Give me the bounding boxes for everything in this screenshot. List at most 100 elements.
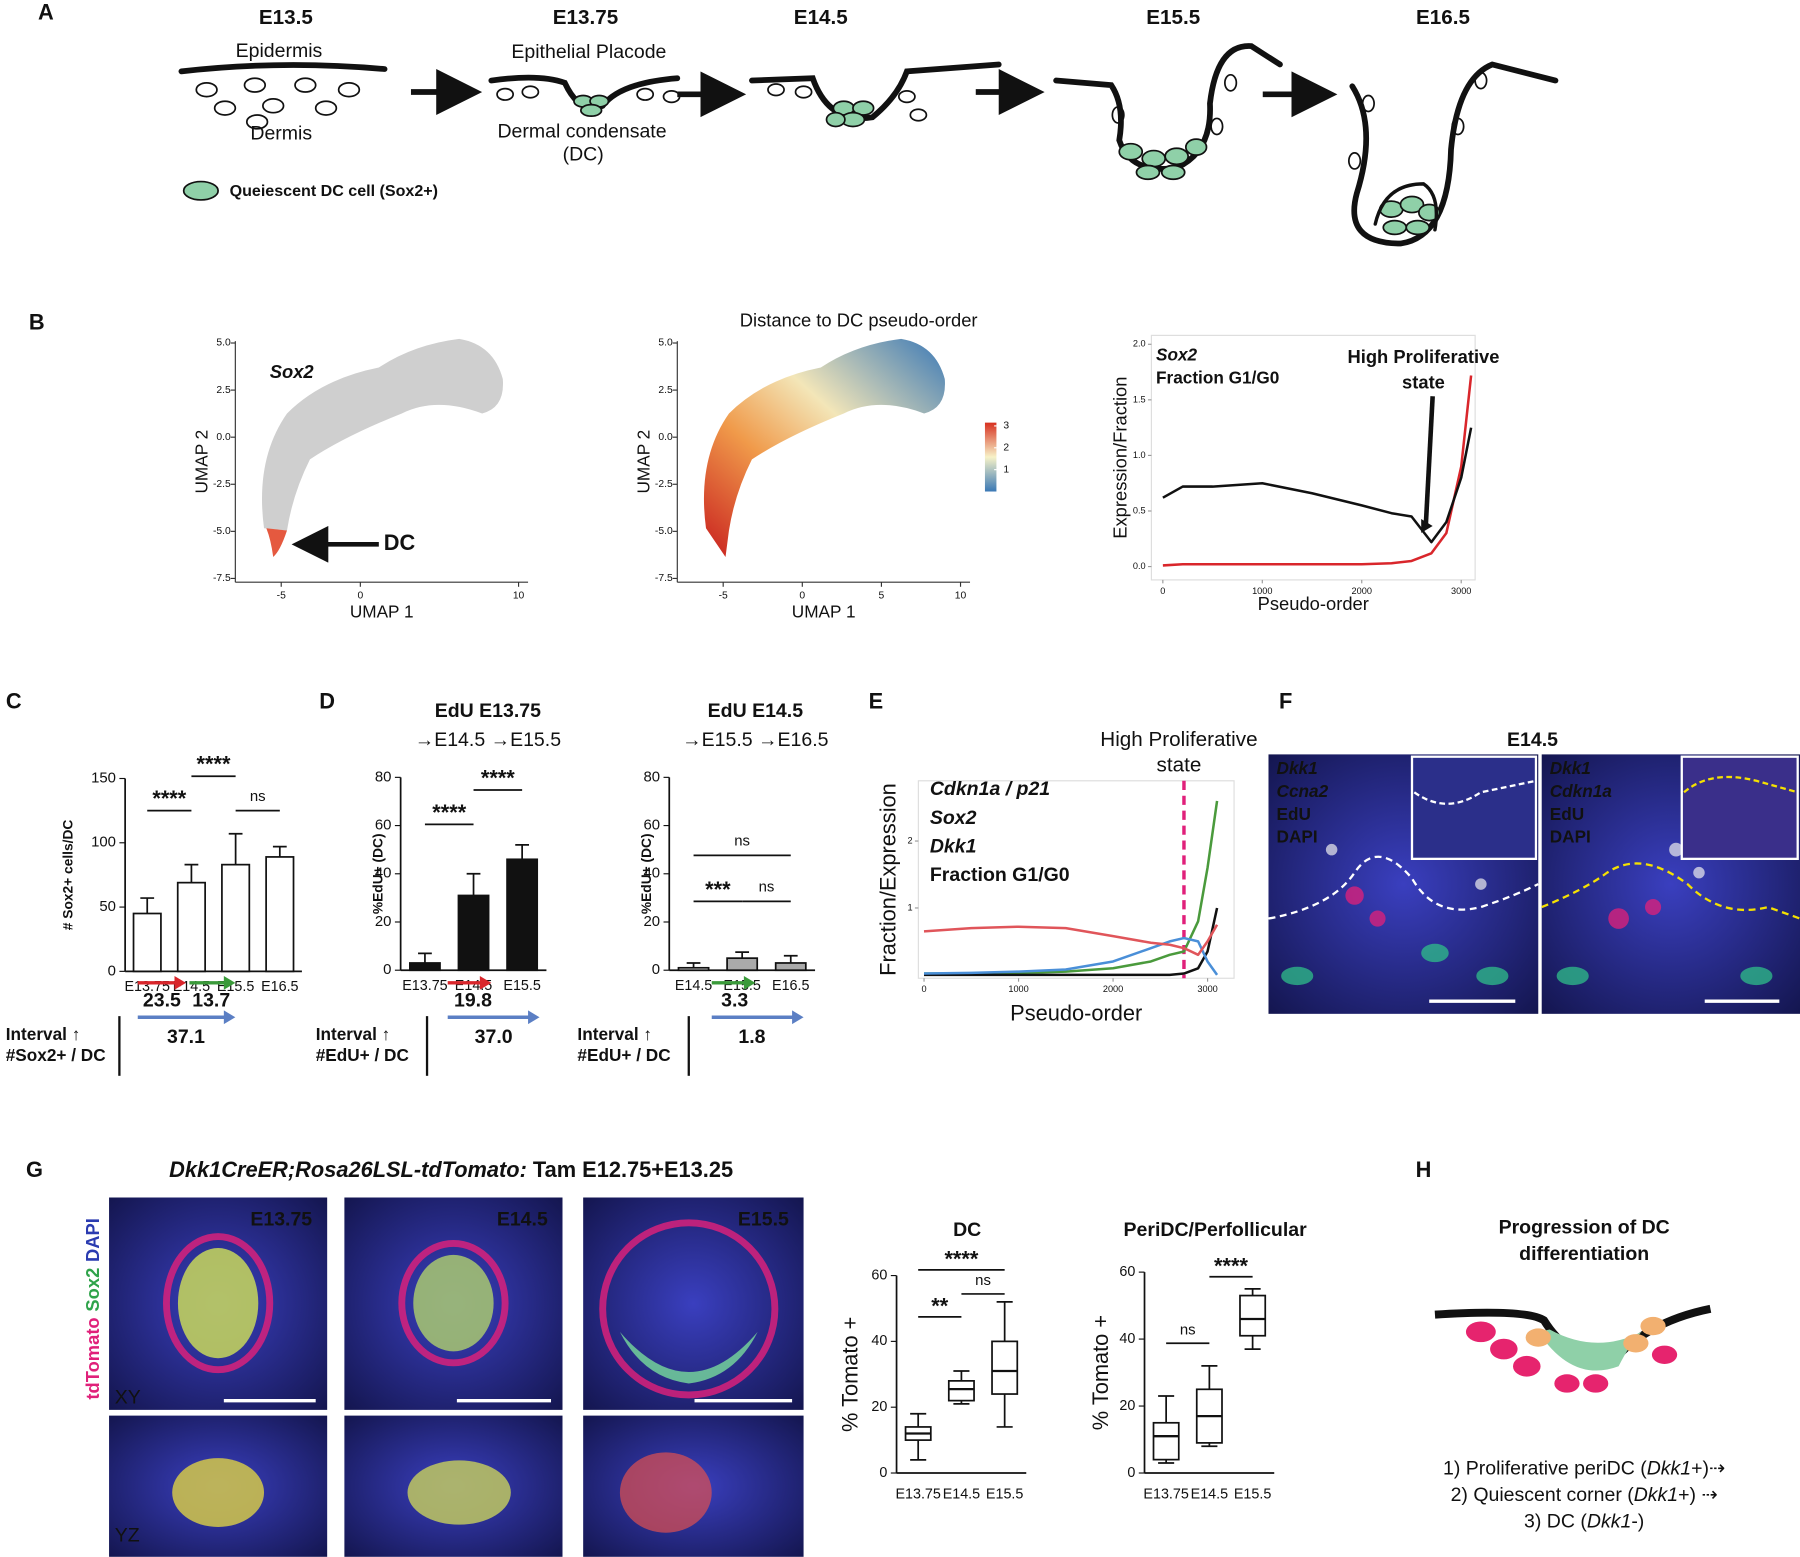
panel-title: Dkk1CreER;Rosa26LSL-tdTomato: Tam E12.75… bbox=[169, 1157, 733, 1182]
epidermis-label: Epidermis bbox=[236, 40, 323, 62]
stage-label: E13.75 bbox=[250, 1209, 312, 1231]
y-tick-label: 2.5 bbox=[216, 385, 231, 396]
arrow-head bbox=[174, 975, 186, 990]
arrow-head bbox=[1421, 519, 1433, 533]
y-axis-label: Expression/Fraction bbox=[1109, 377, 1130, 539]
y-tick-label: 100 bbox=[91, 834, 116, 851]
panel-g-images bbox=[109, 1197, 804, 1557]
bar bbox=[774, 962, 807, 972]
annotation: state bbox=[1157, 753, 1202, 776]
y-tick-label: 40 bbox=[375, 865, 392, 882]
dc-label: (DC) bbox=[563, 143, 604, 165]
plot-frame bbox=[1150, 334, 1476, 581]
x-tick-label: E15.5 bbox=[1234, 1487, 1271, 1503]
y-axis-label: # Sox2+ cells/DC bbox=[61, 820, 76, 931]
x-tick-label: -5 bbox=[719, 591, 728, 602]
step-part: 3) DC ( bbox=[1524, 1511, 1587, 1533]
chart-subtitle: →E14.5 →E15.5 bbox=[415, 729, 561, 751]
panel-label: C bbox=[6, 689, 22, 714]
y-tick-label: 60 bbox=[375, 817, 392, 834]
y-tick-label: 60 bbox=[643, 817, 660, 834]
box bbox=[947, 1380, 975, 1402]
panel-label: G bbox=[26, 1157, 43, 1182]
chart-title: EdU E14.5 bbox=[708, 700, 804, 722]
sig-label: **** bbox=[1214, 1253, 1248, 1278]
interval-label: Interval ↑ bbox=[577, 1024, 652, 1044]
y-tick-label: 1.5 bbox=[1133, 394, 1146, 404]
interval-label: #EdU+ / DC bbox=[316, 1045, 409, 1065]
panel-label: F bbox=[1279, 689, 1292, 714]
arrow-head bbox=[479, 975, 492, 990]
y-axis-label: Fraction/Expression bbox=[875, 783, 900, 976]
panel-label: A bbox=[38, 0, 54, 25]
interval-value: 37.1 bbox=[167, 1026, 205, 1048]
channel-label: Ccna2 bbox=[1277, 781, 1329, 801]
sig-label: ns bbox=[734, 833, 750, 850]
y-axis-label: %EdU+ (DC) bbox=[370, 833, 385, 914]
x-tick-label: 0 bbox=[799, 591, 805, 602]
step-part: +)⇢ bbox=[1691, 1458, 1725, 1480]
y-tick-label: 5.0 bbox=[658, 338, 673, 349]
colorbar-label: 1 bbox=[1003, 464, 1009, 475]
sig-label: ns bbox=[250, 788, 266, 805]
sig-label: ns bbox=[1180, 1322, 1196, 1339]
error-bar bbox=[140, 897, 155, 914]
whisker bbox=[953, 1370, 970, 1381]
channel-label: Cdkn1a bbox=[1550, 781, 1613, 801]
error-bar bbox=[686, 962, 701, 968]
stage-arrows bbox=[410, 69, 1338, 118]
y-tick-label: -2.5 bbox=[655, 479, 673, 490]
stain-label: tdTomato Sox2 DAPI bbox=[82, 1218, 103, 1400]
y-tick-label: 2 bbox=[908, 835, 913, 845]
whisker bbox=[1158, 1395, 1175, 1423]
panel-a-diagram bbox=[178, 43, 1559, 247]
y-axis-label: UMAP 2 bbox=[192, 430, 212, 494]
channel-label: DAPI bbox=[1550, 827, 1591, 847]
x-tick-label: E16.5 bbox=[772, 978, 809, 994]
x-tick-label: 3000 bbox=[1197, 984, 1217, 994]
y-tick-label: 40 bbox=[643, 865, 660, 882]
step-part: +) ⇢ bbox=[1678, 1484, 1718, 1506]
x-tick-label: 10 bbox=[955, 591, 967, 602]
stage-label: E13.75 bbox=[553, 6, 618, 29]
stage-label: E14.5 bbox=[794, 6, 848, 29]
step-part: 1) Proliferative periDC ( bbox=[1443, 1458, 1647, 1480]
x-tick-label: E16.5 bbox=[261, 979, 298, 995]
arrow-head bbox=[743, 975, 756, 990]
x-tick-label: 3000 bbox=[1451, 586, 1471, 596]
y-axis-label: UMAP 2 bbox=[634, 430, 654, 494]
error-bar bbox=[228, 832, 243, 865]
x-tick-label: 0 bbox=[357, 591, 363, 602]
panel-label: D bbox=[319, 689, 335, 714]
chart-title: EdU E13.75 bbox=[435, 700, 541, 722]
interval-label: Interval ↑ bbox=[316, 1024, 391, 1044]
y-tick-label: -2.5 bbox=[213, 479, 231, 490]
colorbar-label: 3 bbox=[1003, 421, 1009, 432]
x-axis-label: Pseudo-order bbox=[1258, 593, 1369, 614]
interval-label: #Sox2+ / DC bbox=[6, 1045, 106, 1065]
whisker bbox=[1244, 1335, 1261, 1350]
stage-label: E13.5 bbox=[259, 6, 313, 29]
x-axis-label: UMAP 1 bbox=[350, 602, 414, 622]
error-bar bbox=[515, 843, 530, 860]
whisker bbox=[910, 1440, 927, 1461]
x-tick-label: E14.5 bbox=[1191, 1487, 1228, 1503]
sig-label: ** bbox=[931, 1293, 948, 1318]
plot-frame bbox=[917, 780, 1235, 979]
x-axis-label: UMAP 1 bbox=[792, 602, 856, 622]
colorbar-label: 2 bbox=[1003, 443, 1009, 454]
y-tick-label: 0 bbox=[383, 961, 391, 978]
whisker bbox=[996, 1394, 1013, 1428]
sig-label: ns bbox=[759, 878, 775, 895]
bar bbox=[457, 894, 490, 972]
y-tick-label: 20 bbox=[1119, 1398, 1135, 1414]
legend-label: Sox2 bbox=[1156, 345, 1198, 365]
x-tick-label: 10 bbox=[513, 591, 525, 602]
stain-part: Sox2 bbox=[82, 1268, 103, 1312]
step-part: -) bbox=[1631, 1511, 1644, 1533]
colorbar bbox=[984, 422, 997, 492]
stage-label: E15.5 bbox=[1146, 6, 1200, 29]
bar bbox=[221, 863, 251, 973]
y-axis-label: %EdU+ (DC) bbox=[639, 833, 654, 914]
